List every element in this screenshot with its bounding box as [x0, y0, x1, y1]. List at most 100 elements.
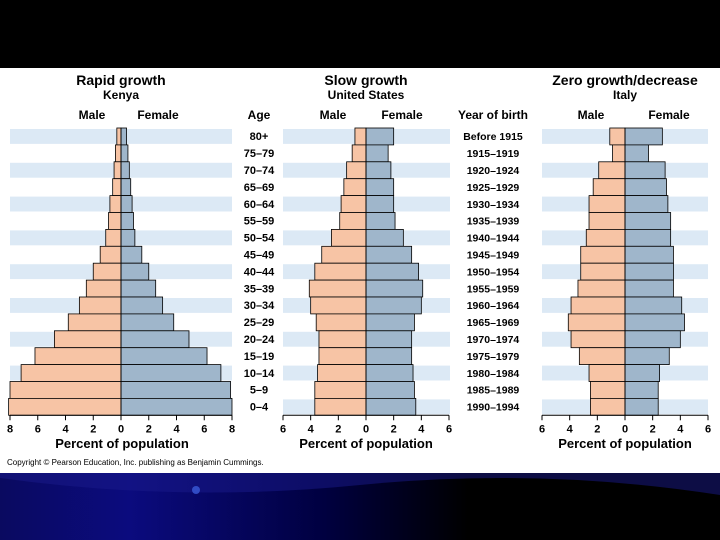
wave-shape: [0, 473, 720, 495]
birth-year-label: 1980–1984: [467, 368, 520, 380]
us-female-bar: [365, 279, 424, 298]
italy-tick-label: 4: [567, 423, 574, 435]
us-male-bar: [317, 364, 367, 382]
birth-year-label: 1940–1944: [467, 233, 520, 245]
bottom-decoration: [0, 473, 720, 495]
kenya-female-bar: [120, 212, 134, 230]
age-header: Age: [248, 108, 271, 122]
age-label: 60–64: [244, 199, 275, 211]
kenya-tick-label: 8: [229, 423, 235, 435]
italy-female-bar: [624, 212, 672, 230]
age-label: 25–29: [244, 317, 275, 329]
italy-xlabel: Percent of population: [558, 436, 692, 451]
kenya-tick-label: 2: [146, 423, 152, 435]
italy-female-bar: [624, 313, 685, 332]
birth-year-label: 1985–1989: [467, 385, 520, 397]
us-female-bar: [365, 127, 395, 146]
us-male-bar: [321, 245, 367, 264]
age-label: 75–79: [244, 148, 275, 160]
us-female-bar: [365, 381, 415, 399]
kenya-female-bar: [120, 178, 132, 196]
kenya-male-header: Male: [79, 108, 106, 122]
italy-female-bar: [624, 262, 674, 281]
birth-year-label: 1975–1979: [467, 351, 520, 363]
birth-year-label: 1915–1919: [467, 148, 520, 160]
us-male-bar: [314, 397, 367, 416]
us-female-bar: [365, 262, 419, 281]
us-male-bar: [308, 279, 367, 298]
kenya-male-bar: [99, 245, 122, 264]
age-label: 15–19: [244, 351, 275, 363]
us-male-bar: [318, 330, 367, 349]
us-female-bar: [365, 212, 396, 230]
italy-male-bar: [609, 127, 626, 146]
kenya-male-bar: [85, 279, 122, 298]
italy-female-bar: [624, 178, 667, 196]
us-female-bar: [365, 144, 389, 163]
us-female-bar: [365, 228, 404, 247]
italy-male-bar: [570, 330, 626, 349]
us-tick-label: 6: [280, 423, 286, 435]
kenya-female-bar: [120, 330, 190, 349]
kenya-male-bar: [108, 212, 122, 230]
kenya-title: Rapid growth: [76, 72, 165, 88]
kenya-female-bar: [120, 144, 129, 163]
birth-year-label: 1990–1994: [467, 402, 520, 414]
us-tick-label: 2: [391, 423, 397, 435]
italy-female-bar: [624, 144, 649, 163]
kenya-tick-label: 4: [173, 423, 180, 435]
us-female-bar: [365, 397, 417, 416]
kenya-male-bar: [9, 381, 122, 399]
population-pyramids-figure: Rapid growth Kenya Slow growth United St…: [7, 72, 711, 467]
kenya-female-bar: [120, 161, 130, 180]
us-female-header: Female: [381, 108, 423, 122]
us-female-bar: [365, 364, 414, 382]
kenya-female-bar: [120, 195, 133, 213]
age-label: 5–9: [250, 385, 268, 397]
kenya-female-header: Female: [137, 108, 179, 122]
age-label: 30–34: [244, 300, 275, 312]
birth-year-label: 1965–1969: [467, 317, 520, 329]
italy-female-bar: [624, 364, 660, 382]
italy-male-bar: [570, 296, 626, 315]
italy-female-bar: [624, 381, 659, 399]
italy-male-bar: [588, 364, 626, 382]
italy-female-bar: [624, 127, 663, 146]
us-male-bar: [351, 144, 367, 163]
italy-male-bar: [612, 144, 626, 163]
kenya-female-bar: [120, 245, 143, 264]
us-male-bar: [314, 381, 367, 399]
italy-male-bar: [598, 161, 626, 180]
birth-year-label: 1930–1934: [467, 199, 520, 211]
italy-tick-label: 0: [622, 423, 628, 435]
us-male-bar: [310, 296, 367, 315]
italy-male-bar: [577, 279, 626, 298]
us-female-bar: [365, 296, 422, 315]
kenya-male-bar: [115, 144, 122, 163]
kenya-male-bar: [92, 262, 122, 281]
kenya-male-bar: [20, 364, 122, 382]
us-male-bar: [339, 212, 367, 230]
kenya-male-bar: [67, 313, 122, 332]
kenya-female-bar: [120, 364, 222, 382]
slide-bottom-band: [0, 473, 720, 540]
age-label: 65–69: [244, 182, 275, 194]
kenya-female-bar: [120, 347, 208, 366]
kenya-male-bar: [8, 397, 122, 416]
italy-tick-label: 2: [650, 423, 656, 435]
kenya-female-bar: [120, 279, 157, 298]
us-female-bar: [365, 245, 413, 264]
kenya-female-bar: [120, 313, 175, 332]
italy-male-bar: [592, 178, 626, 196]
kenya-male-bar: [116, 127, 122, 146]
us-male-header: Male: [320, 108, 347, 122]
year-of-birth-header: Year of birth: [458, 108, 528, 122]
italy-female-header: Female: [648, 108, 690, 122]
kenya-tick-label: 0: [118, 423, 124, 435]
italy-subtitle: Italy: [613, 88, 637, 102]
kenya-female-bar: [120, 296, 164, 315]
birth-year-label: 1960–1964: [467, 300, 520, 312]
us-male-bar: [340, 195, 367, 213]
us-title: Slow growth: [324, 72, 407, 88]
kenya-male-bar: [54, 330, 122, 349]
